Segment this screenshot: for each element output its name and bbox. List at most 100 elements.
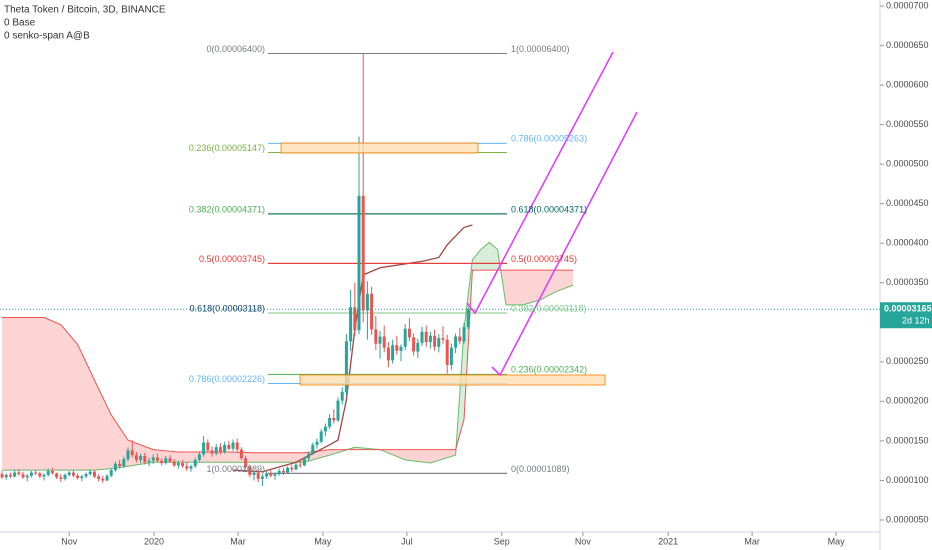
candle-body <box>55 473 59 478</box>
candle-body <box>244 458 248 468</box>
cloud-fill <box>44 317 61 471</box>
candle-body <box>433 335 437 347</box>
y-tick-label: 0.0000450 <box>886 198 929 208</box>
candle-body <box>231 442 235 449</box>
fib-label: 1(0.00006400) <box>511 44 570 54</box>
candle-body <box>445 339 449 365</box>
candle-body <box>336 400 340 421</box>
cloud-fill <box>556 270 574 292</box>
cloud-fill <box>472 249 481 271</box>
fib-label: 0.382(0.00003118) <box>511 303 586 313</box>
candle-body <box>38 473 42 477</box>
candle-body <box>63 474 67 479</box>
candle-body <box>344 341 348 392</box>
candle-body <box>378 336 382 344</box>
candle-body <box>328 417 332 427</box>
candle-body <box>76 475 80 479</box>
candle-body <box>399 346 403 351</box>
candle-body <box>189 466 193 469</box>
candle-body <box>101 478 105 481</box>
candle-body <box>382 336 386 348</box>
candle-body <box>391 345 395 361</box>
candle-body <box>143 455 147 463</box>
y-tick-label: 0.0000500 <box>886 159 929 169</box>
candle-body <box>118 463 122 467</box>
cloud-fill <box>2 317 45 471</box>
candle-body <box>454 336 458 348</box>
y-tick-label: 0.0000550 <box>886 119 929 129</box>
x-tick-label: 2020 <box>144 536 164 546</box>
cloud-fill <box>405 449 431 464</box>
fib-label: 0.236(0.00005147) <box>189 143 265 153</box>
candle-body <box>227 444 231 449</box>
cloud-fill <box>279 452 305 463</box>
candle-body <box>239 449 243 459</box>
chart-title: Theta Token / Bitcoin, 3D, BINANCE <box>4 5 166 16</box>
candle-body <box>319 431 323 442</box>
candle-body <box>139 455 143 460</box>
candle-body <box>315 441 319 445</box>
candle-body <box>17 472 21 475</box>
candle-body <box>407 328 411 338</box>
candle-body <box>412 337 416 352</box>
candle-body <box>441 338 445 340</box>
candle-body <box>214 447 218 454</box>
candle-body <box>130 450 134 456</box>
candle-body <box>290 467 294 470</box>
cloud-fill <box>522 270 540 305</box>
candle-body <box>42 474 46 477</box>
candle-body <box>323 426 327 432</box>
fib-label: 0(0.00001089) <box>511 464 570 474</box>
x-tick-label: Nov <box>61 536 78 546</box>
candle-body <box>218 447 222 452</box>
candle-body <box>235 442 239 450</box>
legend-entry: 0 Base <box>4 18 36 29</box>
cloud-fill <box>111 414 129 469</box>
candle-body <box>349 307 353 342</box>
candle-body <box>50 470 54 474</box>
candle-body <box>109 470 113 476</box>
candle-body <box>252 472 256 475</box>
candle-body <box>286 467 290 473</box>
x-tick-label: Mar <box>744 536 760 546</box>
candle-body <box>206 442 210 451</box>
candle-body <box>374 329 378 344</box>
cloud-fill <box>254 452 280 463</box>
y-tick-label: 0.0000250 <box>886 356 929 366</box>
x-tick-label: Mar <box>230 536 246 546</box>
candle-body <box>84 474 88 477</box>
candle-body <box>281 470 285 473</box>
candle-body <box>311 444 315 454</box>
candle-body <box>29 472 33 476</box>
candle-body <box>298 464 302 466</box>
candle-body <box>185 466 189 469</box>
candle-body <box>59 477 63 479</box>
candle-body <box>265 473 269 477</box>
candle-body <box>34 472 38 474</box>
last-price-label: 0.00003165 <box>884 304 932 314</box>
candle-body <box>403 328 407 347</box>
last-price-box <box>880 302 932 329</box>
candle-body <box>25 475 29 478</box>
candle-body <box>449 347 453 365</box>
candle-body <box>458 336 462 342</box>
candle-body <box>416 342 420 352</box>
candle-body <box>172 461 176 466</box>
cloud-fill <box>178 451 204 463</box>
y-tick-label: 0.0000350 <box>886 277 929 287</box>
cloud-fill <box>94 380 112 471</box>
candle-body <box>386 347 390 361</box>
candle-body <box>365 293 369 311</box>
candle-body <box>307 453 311 459</box>
cloud-fill <box>77 344 95 471</box>
candle-body <box>71 472 75 476</box>
y-tick-label: 0.0000050 <box>886 514 929 524</box>
countdown-label: 2d 12h <box>902 316 930 326</box>
candle-body <box>97 476 101 479</box>
candle-body <box>8 474 12 477</box>
legend-entry: 0 senko-span A@B <box>4 31 90 42</box>
x-tick-label: Jul <box>401 536 413 546</box>
candle-body <box>88 471 92 475</box>
candle-body <box>46 470 50 475</box>
